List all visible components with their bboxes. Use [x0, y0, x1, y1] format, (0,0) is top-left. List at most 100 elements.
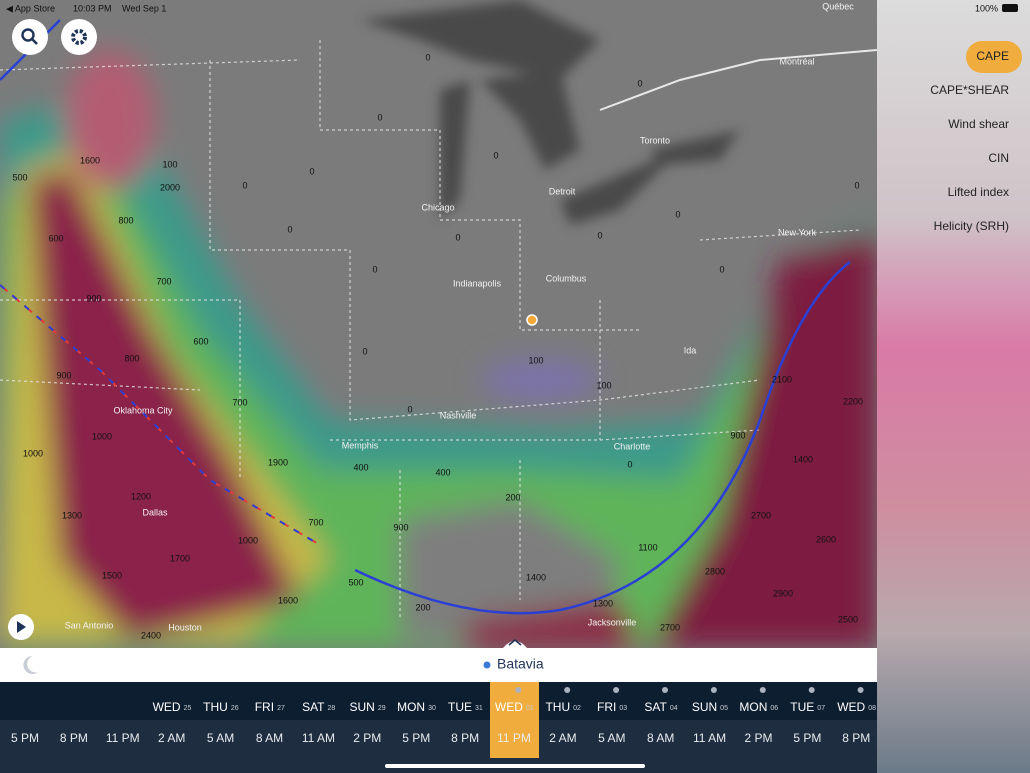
day-date: 01: [526, 705, 534, 712]
city-label: Ida: [684, 345, 697, 355]
hour-label[interactable]: 11 AM: [693, 731, 726, 745]
cape-value: 100: [596, 380, 611, 390]
day-name: TUE: [448, 700, 472, 714]
hour-label[interactable]: 11 PM: [497, 731, 531, 745]
map[interactable]: Québec Montréal Toronto Detroit Chicago India…: [0, 0, 877, 648]
day-name: THU: [203, 700, 228, 714]
day-label[interactable]: WED 25: [153, 700, 192, 714]
layer-option[interactable]: CIN: [988, 151, 1009, 165]
cape-value: 100: [162, 159, 177, 169]
play-button[interactable]: [8, 614, 34, 640]
cape-value: 1600: [80, 155, 100, 165]
day-label[interactable]: SAT 28: [302, 700, 335, 714]
weather-icon: [564, 687, 571, 693]
city-label: Detroit: [549, 186, 576, 196]
selected-layer-pill: [966, 41, 1022, 73]
hour-label[interactable]: 5 PM: [402, 731, 430, 745]
timeline[interactable]: WED 25 THU 26 FRI 27 SAT 28 SUN 29 MON 30 TUE 31 WED 01…: [11, 687, 876, 745]
city-label: Houston: [168, 622, 202, 632]
hour-label[interactable]: 5 PM: [793, 731, 821, 745]
day-name: TUE: [790, 700, 814, 714]
day-label[interactable]: FRI 03: [597, 700, 627, 714]
cape-value: 1500: [102, 570, 122, 580]
day-label[interactable]: MON 30: [397, 700, 436, 714]
day-label[interactable]: THU 26: [203, 700, 239, 714]
city-label: Montréal: [779, 56, 814, 66]
hour-label[interactable]: 2 AM: [549, 731, 576, 745]
hour-label[interactable]: 5 AM: [598, 731, 625, 745]
cape-field: [0, 50, 877, 648]
day-label[interactable]: MON 06: [739, 700, 778, 714]
cape-value: 1600: [278, 595, 298, 605]
cape-value: 1400: [793, 454, 813, 464]
city-label: Nashville: [440, 410, 477, 420]
weather-icon: [662, 687, 668, 693]
hour-row: [0, 720, 877, 760]
day-name: SUN: [692, 700, 717, 714]
lakes: [360, 0, 740, 225]
day-name: WED: [495, 700, 523, 714]
day-label[interactable]: SAT 04: [644, 700, 677, 714]
cape-value: 0: [719, 264, 724, 274]
city-label: San Antonio: [65, 620, 114, 630]
day-label[interactable]: WED 01: [495, 700, 534, 714]
cape-value: 0: [287, 224, 292, 234]
day-label[interactable]: FRI 27: [255, 700, 285, 714]
day-date: 28: [328, 705, 336, 712]
day-date: 31: [475, 705, 483, 712]
hour-label[interactable]: 2 PM: [353, 731, 381, 745]
hour-label[interactable]: 2 PM: [744, 731, 772, 745]
cape-value: 1300: [593, 598, 613, 608]
day-name: MON: [739, 700, 767, 714]
day-name: SUN: [350, 700, 375, 714]
expand-tab[interactable]: [503, 641, 527, 648]
day-name: FRI: [597, 700, 616, 714]
settings-button[interactable]: [61, 19, 97, 55]
location-marker[interactable]: [526, 314, 538, 326]
day-date: 26: [231, 705, 239, 712]
day-label[interactable]: TUE 31: [448, 700, 483, 714]
hour-label[interactable]: 8 AM: [647, 731, 674, 745]
search-button[interactable]: [12, 19, 48, 55]
cape-value: 2900: [773, 588, 793, 598]
layer-option[interactable]: Helicity (SRH): [934, 219, 1009, 233]
hour-label[interactable]: 8 PM: [451, 731, 479, 745]
day-name: SAT: [644, 700, 667, 714]
location-name[interactable]: Batavia: [497, 656, 544, 672]
layer-option[interactable]: CAPE: [976, 49, 1009, 63]
cape-value: 900: [730, 430, 745, 440]
day-date: 08: [868, 705, 876, 712]
status-back[interactable]: ◀ App Store: [6, 3, 55, 13]
border-line: [599, 49, 877, 111]
hour-label[interactable]: 8 AM: [256, 731, 283, 745]
hour-label[interactable]: 2 AM: [158, 731, 185, 745]
cape-value: 2100: [772, 374, 792, 384]
layer-option[interactable]: Lifted index: [948, 185, 1009, 199]
day-label[interactable]: SUN 29: [350, 700, 386, 714]
layer-option[interactable]: Wind shear: [948, 117, 1009, 131]
hour-label[interactable]: 8 PM: [842, 731, 870, 745]
day-label[interactable]: TUE 07: [790, 700, 825, 714]
hour-label[interactable]: 5 PM: [11, 731, 39, 745]
home-indicator: [385, 764, 645, 768]
cape-value: 0: [425, 52, 430, 62]
city-label: Toronto: [640, 135, 670, 145]
cape-value: 700: [308, 517, 323, 527]
day-date: 04: [670, 705, 678, 712]
hour-label[interactable]: 5 AM: [207, 731, 234, 745]
layer-option[interactable]: CAPE*SHEAR: [930, 83, 1009, 97]
hour-label[interactable]: 11 AM: [302, 731, 335, 745]
day-label[interactable]: THU 02: [545, 700, 581, 714]
hour-label[interactable]: 11 PM: [106, 731, 140, 745]
cape-value: 1000: [92, 431, 112, 441]
day-label[interactable]: WED 08: [837, 700, 876, 714]
cape-value: 2800: [705, 566, 725, 576]
cape-value: 700: [156, 276, 171, 286]
battery-icon: [1002, 4, 1018, 12]
day-label[interactable]: SUN 05: [692, 700, 728, 714]
hour-label[interactable]: 8 PM: [60, 731, 88, 745]
cape-value: 1000: [238, 535, 258, 545]
day-date: 03: [619, 705, 627, 712]
